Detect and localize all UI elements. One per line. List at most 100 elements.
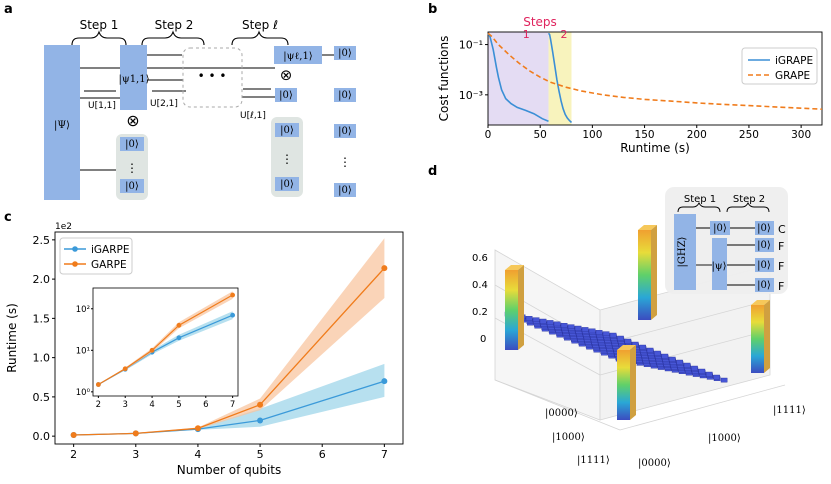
plot-frame xyxy=(54,231,404,445)
vertical-dots: ⋮ xyxy=(281,152,293,166)
data-point xyxy=(132,430,139,437)
steps-title: Steps xyxy=(523,15,557,29)
psi11-label: |ψ1,1⟩ xyxy=(118,74,149,85)
y-tick-label: 10⁻³ xyxy=(459,89,483,102)
axis-label-right: |0000⟩ xyxy=(638,458,671,469)
floor-bar xyxy=(683,362,691,368)
y-tick-label: 1.5 xyxy=(33,312,51,325)
panel-c-label: c xyxy=(4,210,12,225)
brace-step-2 xyxy=(141,30,205,46)
axis-label-left: |1111⟩ xyxy=(577,455,610,466)
floor-bar xyxy=(581,327,589,332)
legend-label: iGARPE xyxy=(91,244,130,256)
inset-x-tick-label: 6 xyxy=(203,400,208,410)
svg-text:|0⟩: |0⟩ xyxy=(757,240,771,251)
x-tick-label: 100 xyxy=(582,129,602,141)
svg-text:|0⟩: |0⟩ xyxy=(713,223,727,234)
scale-note: 1e2 xyxy=(55,222,72,232)
data-point xyxy=(194,425,201,432)
floor-bar xyxy=(646,347,654,353)
z-tick-label: 0.6 xyxy=(472,253,488,264)
floor-bar xyxy=(560,323,568,328)
zero-ket: |0⟩ xyxy=(279,90,293,101)
bar3d-peak-front xyxy=(617,345,636,420)
x-tick-label: 50 xyxy=(534,129,547,141)
tensor-icon: ⊗ xyxy=(126,111,139,130)
data-point xyxy=(381,265,388,272)
legend-box xyxy=(59,237,133,275)
circuit-wires xyxy=(80,54,336,171)
zero-ket: |0⟩ xyxy=(125,139,139,150)
svg-text:|0⟩: |0⟩ xyxy=(338,185,352,196)
inset-ghz-label: |GHZ⟩ xyxy=(677,236,688,267)
unitary-label-2: U[2,1] xyxy=(150,99,178,109)
step-1-region xyxy=(488,32,549,125)
floor-bar xyxy=(639,344,646,350)
y-tick-label: 1.0 xyxy=(33,352,51,365)
series-line-GRAPE xyxy=(487,32,823,110)
bar3d-peak-right xyxy=(751,300,770,373)
step-label-1: Step 1 xyxy=(80,18,119,32)
panel-d-label: d xyxy=(428,164,437,179)
axis-label-left: |1000⟩ xyxy=(552,432,585,443)
x-tick-label: 300 xyxy=(791,129,811,141)
floor-bar xyxy=(553,321,561,327)
brace-step-1 xyxy=(71,30,127,46)
x-tick-label: 3 xyxy=(132,448,139,461)
zero-ket: |0⟩ xyxy=(280,179,294,190)
y-tick-label: 0.0 xyxy=(33,430,51,443)
data-point xyxy=(70,431,77,438)
inset-data-point xyxy=(122,366,128,372)
floor-bar xyxy=(602,331,610,337)
panel-c: c 1e2 2 3 4 5 6 7 0.0 0.5 1.0 1.5 2.0 2.5 Number of q… xyxy=(4,210,404,477)
x-tick-label: 200 xyxy=(687,129,707,141)
x-tick-label: 150 xyxy=(635,129,655,141)
output-zero-column: |0⟩ |0⟩ |0⟩ |0⟩ ⋮ xyxy=(334,46,356,197)
bar3d-peaks xyxy=(505,225,770,420)
x-axis-label: Number of qubits xyxy=(177,463,282,477)
inset-x-tick-label: 2 xyxy=(96,400,101,410)
z-tick-label: 0.4 xyxy=(472,280,488,291)
data-point xyxy=(257,417,264,424)
zero-ket: |0⟩ xyxy=(125,181,139,192)
data-point xyxy=(381,378,388,385)
psi-state-label: |Ψ⟩ xyxy=(54,120,70,131)
y-tick-label: 0.5 xyxy=(33,391,51,404)
x-tick-label: 6 xyxy=(319,448,326,461)
zero-ket: |0⟩ xyxy=(280,125,294,136)
dashed-step-box xyxy=(182,47,243,108)
legend-marker xyxy=(72,246,78,252)
chart-c: 1e2 2 3 4 5 6 7 0.0 0.5 1.0 1.5 2.0 2.5 Number of qub… xyxy=(5,222,404,477)
panel-a-label: a xyxy=(4,2,13,17)
floor-bar xyxy=(654,350,661,356)
svg-text:⋮: ⋮ xyxy=(339,155,351,169)
floor-bar xyxy=(567,324,575,330)
inset-step-2: Step 2 xyxy=(733,194,765,205)
inset-data-point xyxy=(149,347,155,353)
inset-output-label: F xyxy=(778,260,784,273)
floor-bar xyxy=(691,365,698,371)
floor-bar xyxy=(661,353,669,359)
vertical-dots: ⋮ xyxy=(126,161,138,175)
psil1-block xyxy=(274,46,322,64)
brace-step-l xyxy=(231,30,289,46)
x-tick-label: 0 xyxy=(485,129,492,141)
tensor-icon: ⊗ xyxy=(280,66,293,84)
axis-label-left: |0000⟩ xyxy=(545,408,578,419)
svg-text:|0⟩: |0⟩ xyxy=(757,260,771,271)
svg-text:|0⟩: |0⟩ xyxy=(338,48,352,59)
floor-bar xyxy=(595,330,603,335)
panel-d: d 0.6 0.4 0.2 0 xyxy=(428,164,806,469)
floor-bar xyxy=(546,320,554,325)
x-tick-label: 2 xyxy=(70,448,77,461)
legend-label: iGRAPE xyxy=(775,55,813,67)
floor-bar xyxy=(525,316,533,321)
inset-step-1: Step 1 xyxy=(684,194,716,205)
legend-label: GARPE xyxy=(91,259,127,271)
floor-bar xyxy=(609,332,617,338)
bar3d-peak-back xyxy=(638,225,657,320)
svg-text:|0⟩: |0⟩ xyxy=(338,90,352,101)
psil1-label: |ψℓ,1⟩ xyxy=(283,51,313,62)
